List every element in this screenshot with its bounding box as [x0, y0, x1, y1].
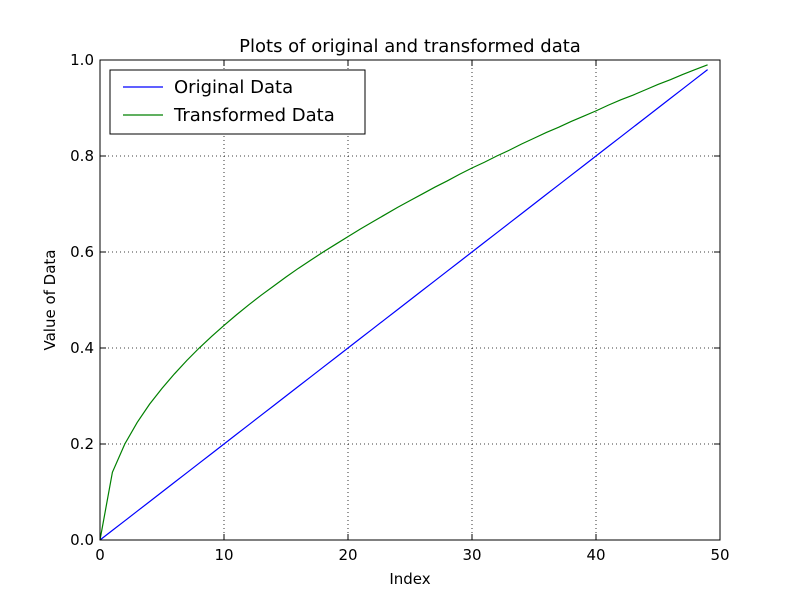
x-tick-label: 30 — [462, 546, 481, 564]
plot-area-frame — [99, 59, 721, 541]
x-tick-label: 0 — [95, 546, 105, 564]
y-tick-label: 1.0 — [70, 51, 94, 69]
tick-labels: 0 10 20 30 40 50 0.0 0.2 0.4 0.6 0.8 1.0 — [70, 51, 729, 564]
y-tick-label: 0.6 — [70, 243, 94, 261]
axis-ticks — [99, 59, 721, 541]
y-tick-label: 0.0 — [70, 531, 94, 549]
legend-box — [109, 69, 366, 135]
x-tick-label: 20 — [338, 546, 357, 564]
x-axis-label: Index — [389, 570, 430, 588]
original-data-line — [99, 69, 708, 541]
legend-label-transformed-data: Transformed Data — [173, 105, 335, 126]
x-tick-label: 40 — [586, 546, 605, 564]
y-tick-label: 0.2 — [70, 435, 94, 453]
legend-label-original-data: Original Data — [174, 77, 293, 98]
legend: Original Data Transformed Data — [109, 69, 366, 135]
transformed-data-line — [99, 64, 708, 541]
chart-title: Plots of original and transformed data — [239, 36, 581, 57]
y-axis-label: Value of Data — [41, 249, 59, 350]
x-tick-label: 50 — [710, 546, 729, 564]
y-tick-label: 0.8 — [70, 147, 94, 165]
x-tick-label: 10 — [214, 546, 233, 564]
y-tick-label: 0.4 — [70, 339, 94, 357]
series-lines — [99, 64, 708, 541]
